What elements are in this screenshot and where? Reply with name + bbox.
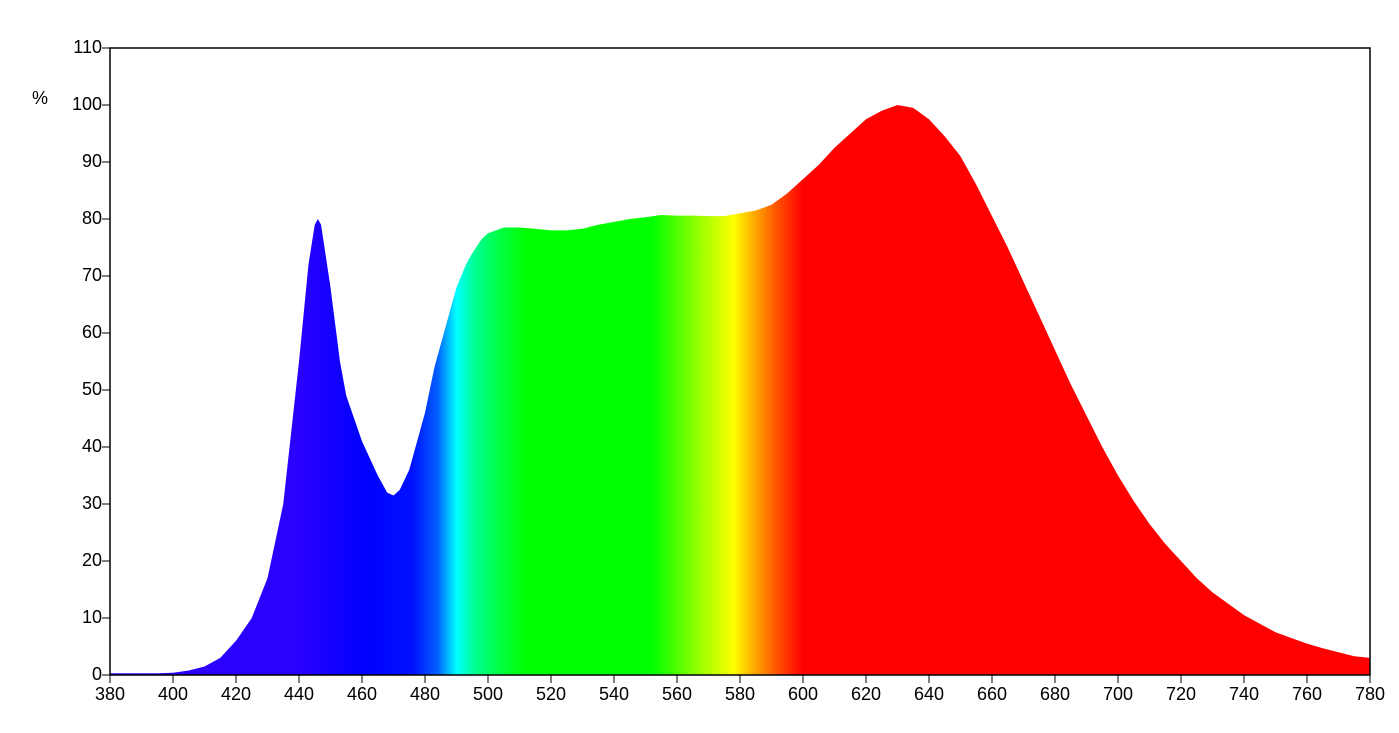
x-tick-label: 780 [1355,684,1385,704]
y-tick-label: 50 [82,379,102,399]
y-axis-label: % [32,88,48,108]
y-tick-label: 20 [82,550,102,570]
x-tick-label: 540 [599,684,629,704]
y-tick-label: 90 [82,151,102,171]
x-tick-label: 560 [662,684,692,704]
x-tick-label: 500 [473,684,503,704]
y-tick-label: 80 [82,208,102,228]
x-tick-label: 680 [1040,684,1070,704]
x-tick-label: 520 [536,684,566,704]
x-tick-label: 480 [410,684,440,704]
y-tick-label: 60 [82,322,102,342]
x-tick-label: 720 [1166,684,1196,704]
x-tick-label: 580 [725,684,755,704]
x-tick-label: 700 [1103,684,1133,704]
x-tick-label: 400 [158,684,188,704]
y-tick-label: 0 [92,664,102,684]
y-tick-label: 100 [72,94,102,114]
x-tick-label: 620 [851,684,881,704]
y-tick-label: 30 [82,493,102,513]
x-tick-label: 640 [914,684,944,704]
x-tick-label: 420 [221,684,251,704]
y-tick-label: 110 [73,37,102,57]
x-tick-label: 380 [95,684,125,704]
y-tick-label: 70 [82,265,102,285]
spectrum-area [110,105,1370,675]
x-tick-label: 600 [788,684,818,704]
y-tick-label: 40 [82,436,102,456]
x-tick-label: 740 [1229,684,1259,704]
y-tick-label: 10 [82,607,102,627]
x-tick-label: 460 [347,684,377,704]
x-tick-label: 660 [977,684,1007,704]
x-tick-label: 440 [284,684,314,704]
x-tick-label: 760 [1292,684,1322,704]
